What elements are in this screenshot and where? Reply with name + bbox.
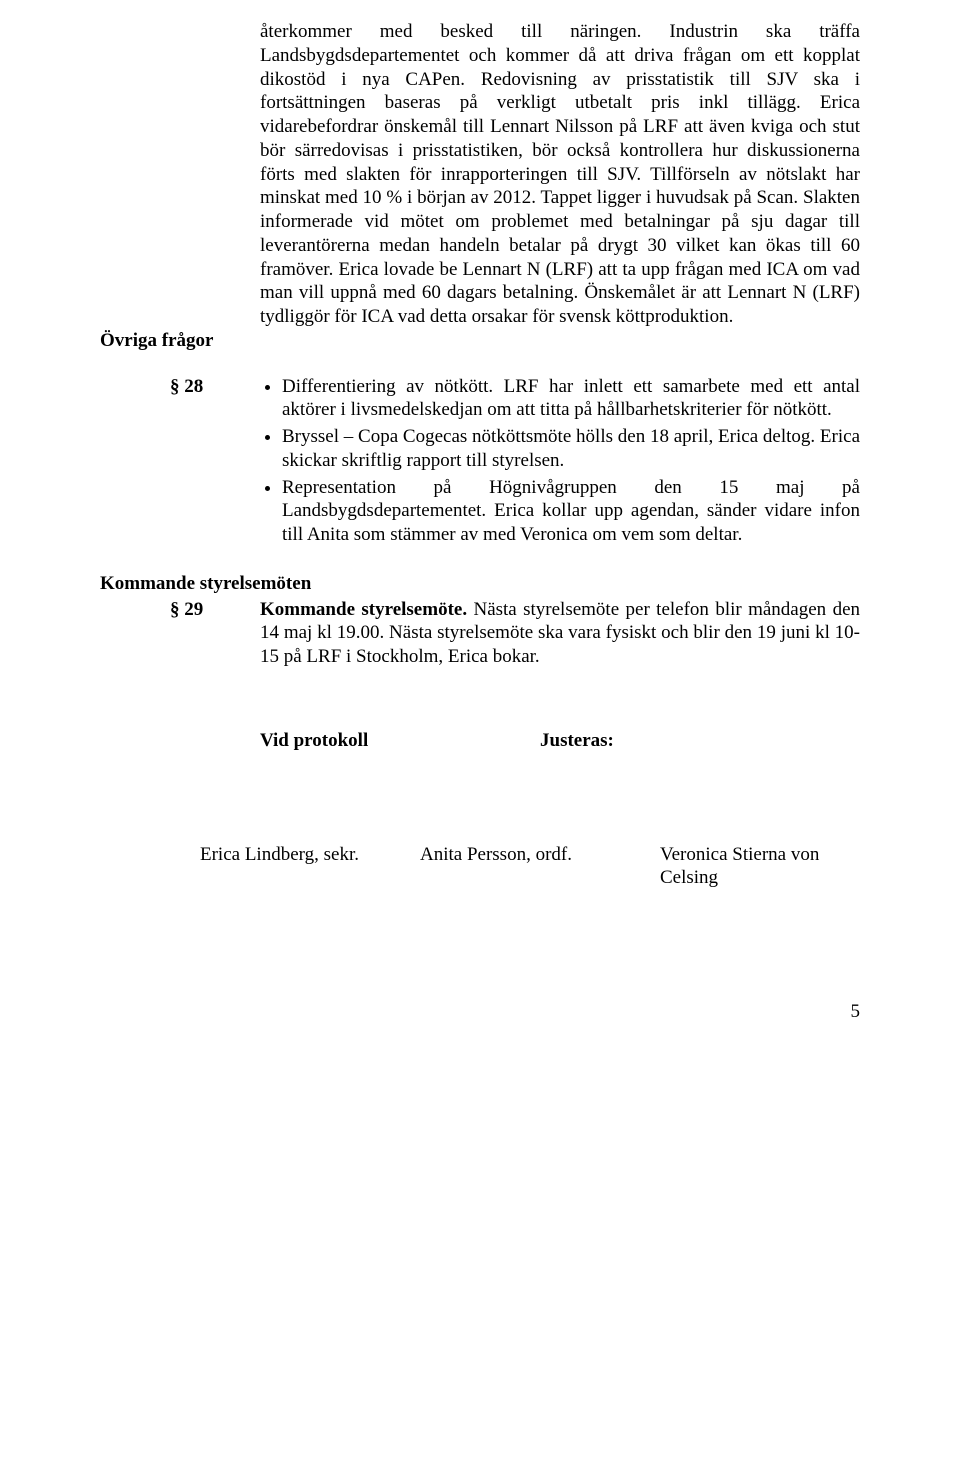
bullet-item: Representation på Högnivågruppen den 15 … [282,476,860,547]
name-chair: Anita Persson, ordf. [420,843,660,891]
top-paragraph: återkommer med besked till näringen. Ind… [260,20,860,329]
para-num-col: § 29 [100,598,260,622]
heading-kommande: Kommande styrelsemöten [100,572,860,596]
name-secretary: Erica Lindberg, sekr. [200,843,420,891]
content-col-29: Kommande styrelsemöte. Nästa styrelsemöt… [260,598,860,669]
para-num-col: § 28 [100,375,260,399]
sign-right-label: Justeras: [540,729,614,753]
lead-bold-29: Kommande styrelsemöte. [260,599,467,620]
name-adjuster: Veronica Stierna von Celsing [660,843,860,891]
signature-headings: Vid protokoll Justeras: [260,729,860,753]
signature-names: Erica Lindberg, sekr. Anita Persson, ord… [200,843,860,891]
section-ovriga-fragor: Övriga frågor § 28 Differentiering av nö… [100,329,860,550]
bullet-item: Bryssel – Copa Cogecas nötköttsmöte höll… [282,425,860,473]
sign-left-label: Vid protokoll [260,729,540,753]
bullet-list-28: Differentiering av nötkött. LRF har inle… [260,375,860,547]
heading-ovriga-fragor: Övriga frågor [100,329,860,353]
page-number: 5 [100,1000,860,1024]
section-kommande: Kommande styrelsemöten § 29 Kommande sty… [100,572,860,669]
bullet-item: Differentiering av nötkött. LRF har inle… [282,375,860,423]
content-col-28: Differentiering av nötkött. LRF har inle… [260,375,860,550]
paragraph-number-29: § 29 [170,598,260,622]
paragraph-number-28: § 28 [170,375,260,399]
